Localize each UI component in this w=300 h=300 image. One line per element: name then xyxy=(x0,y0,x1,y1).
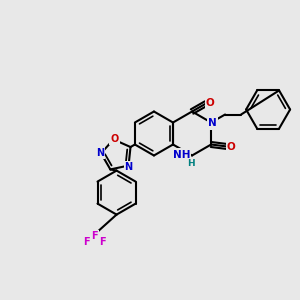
Text: N: N xyxy=(96,148,104,158)
Text: O: O xyxy=(110,134,118,145)
Text: NH: NH xyxy=(172,149,190,160)
Text: F: F xyxy=(83,237,90,247)
Text: H: H xyxy=(187,159,195,168)
Text: O: O xyxy=(227,142,236,152)
Text: N: N xyxy=(208,118,217,128)
Text: F: F xyxy=(99,237,106,247)
Text: N: N xyxy=(124,161,133,172)
Text: F: F xyxy=(91,231,98,241)
Text: O: O xyxy=(206,98,214,107)
